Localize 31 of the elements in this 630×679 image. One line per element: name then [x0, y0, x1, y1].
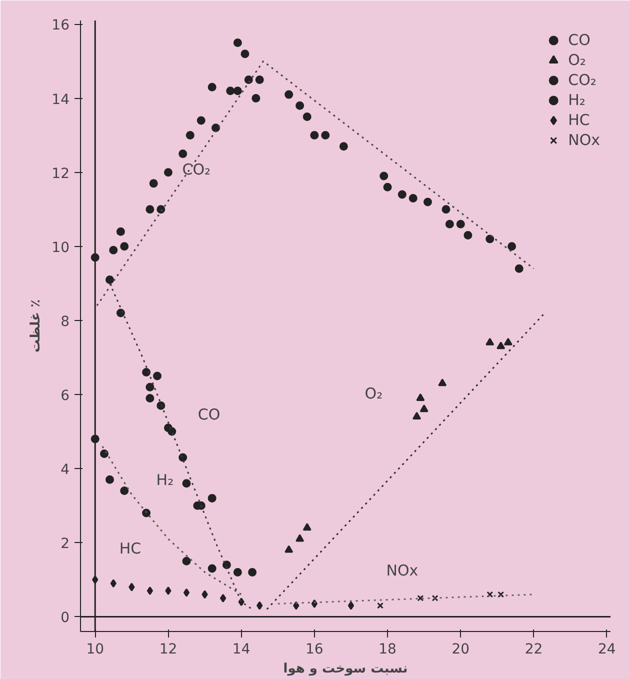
y-tick-label: 8: [60, 314, 70, 330]
legend-label: NOx: [568, 131, 600, 149]
x-tick-label: 20: [452, 642, 470, 658]
x-tick-label: 10: [86, 642, 104, 658]
y-tick-label: 16: [52, 18, 70, 34]
legend-label: CO₂: [568, 71, 596, 89]
annotation: NOx: [386, 562, 418, 580]
x-tick-label: 12: [159, 642, 178, 658]
x-tick-label: 18: [378, 642, 396, 658]
x-tick-label: 24: [598, 642, 616, 658]
y-axis-title: غلظت ٪: [28, 299, 44, 353]
legend-label: HC: [568, 111, 590, 129]
y-tick-label: 4: [60, 462, 70, 478]
annotation: O₂: [364, 384, 383, 403]
y-tick-label: 14: [52, 92, 70, 108]
annotation: CO: [198, 406, 220, 424]
x-axis-title: نسبت سوخت و هوا: [283, 662, 408, 676]
x-tick-label: 14: [232, 642, 250, 658]
y-tick-label: 2: [60, 536, 70, 552]
y-tick-label: 6: [60, 388, 70, 404]
annotation: CO₂: [182, 160, 211, 178]
legend-label: O₂: [568, 51, 587, 69]
legend-label: CO: [568, 31, 590, 49]
annotation: HC: [119, 539, 142, 558]
legend-label: H₂: [568, 91, 586, 109]
y-tick-label: 10: [52, 240, 70, 256]
annotation: H₂: [156, 471, 174, 490]
x-tick-label: 22: [524, 642, 543, 658]
y-tick-label: 12: [52, 166, 70, 182]
x-tick-label: 16: [306, 642, 324, 658]
y-tick-label: 0: [60, 610, 70, 626]
